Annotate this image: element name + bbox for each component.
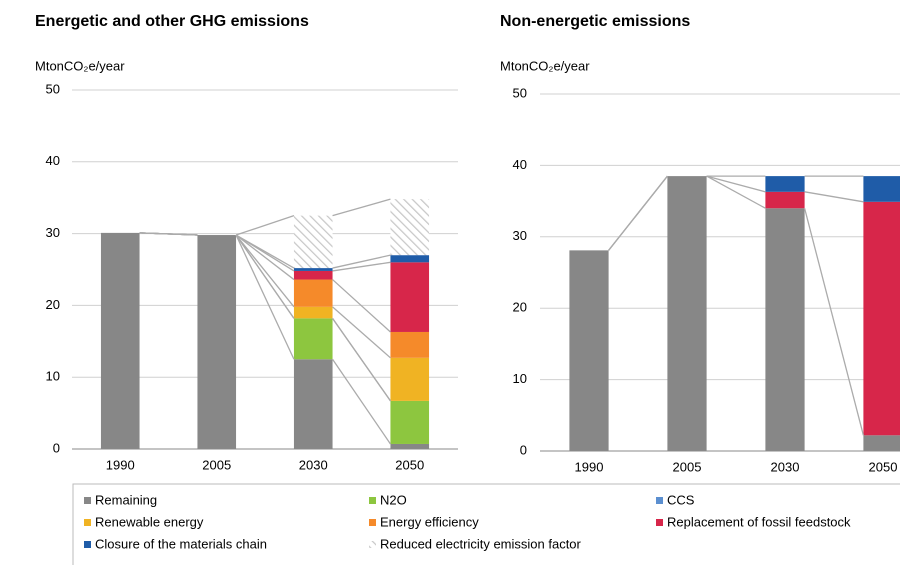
legend-label: Replacement of fossil feedstock [667, 514, 851, 529]
connector [608, 175, 668, 251]
legend-label: N2O [380, 492, 407, 507]
y-tick-label: 0 [520, 442, 527, 457]
legend-label: Renewable energy [95, 514, 204, 529]
y-tick-label: 50 [46, 81, 60, 96]
bar-segment: Closure of the materials chain [293, 268, 333, 271]
legend-swatch [369, 497, 376, 504]
bar-segment: Remaining [293, 359, 333, 449]
connector [706, 175, 766, 209]
connector [235, 234, 295, 308]
chart-title: Energetic and other GHG emissions [35, 13, 309, 30]
bar-segment: Remaining [390, 443, 430, 449]
x-tick-label: 2005 [202, 457, 231, 472]
connector [332, 261, 391, 272]
legend-swatch [84, 519, 91, 526]
bar-segment: Reduced electricity emission factor [390, 199, 430, 256]
x-tick-label: 1990 [575, 459, 604, 474]
y-tick-label: 50 [513, 85, 527, 100]
connector [706, 175, 766, 193]
legend-label: Reduced electricity emission factor [380, 536, 582, 551]
connector [235, 215, 295, 236]
legend-label: CCS [667, 492, 695, 507]
y-tick-label: 40 [513, 157, 527, 172]
legend-label: Remaining [95, 492, 157, 507]
x-tick-label: 2050 [395, 457, 424, 472]
bar-segment: Remaining [569, 250, 609, 451]
connector [235, 234, 295, 319]
connector [235, 234, 295, 360]
x-tick-label: 2030 [299, 457, 328, 472]
x-tick-label: 2030 [771, 459, 800, 474]
y-axis-label: MtonCO₂e/year [500, 58, 590, 73]
bar-segment: Energy efficiency [390, 331, 430, 358]
legend-label: Energy efficiency [380, 514, 479, 529]
legend-swatch [369, 519, 376, 526]
bar-segment: Energy efficiency [293, 279, 333, 307]
connector [332, 306, 391, 359]
y-axis-label: MtonCO₂e/year [35, 58, 125, 73]
x-tick-label: 2005 [673, 459, 702, 474]
y-tick-label: 10 [46, 369, 60, 384]
x-tick-label: 1990 [106, 457, 135, 472]
bar-segment: Remaining [667, 176, 707, 452]
legend-label: Closure of the materials chain [95, 536, 267, 551]
bar-segment: Replacement of fossil feedstock [863, 201, 900, 436]
bar-segment: Renewable energy [293, 306, 333, 319]
y-tick-label: 10 [513, 371, 527, 386]
bar-segment: Reduced electricity emission factor [293, 215, 333, 269]
bar-segment: Replacement of fossil feedstock [390, 262, 430, 332]
bar-segment: Closure of the materials chain [863, 176, 900, 202]
legend-swatch [84, 497, 91, 504]
bar-segment: Remaining [765, 208, 805, 451]
y-tick-label: 0 [53, 440, 60, 455]
connector [332, 317, 391, 402]
connector [332, 358, 391, 445]
connector [139, 232, 198, 236]
bar-segment: Closure of the materials chain [765, 176, 805, 192]
bar-segment: Renewable energy [390, 357, 430, 401]
connector [803, 208, 865, 436]
legend-swatch [369, 541, 376, 548]
bar-segment: Replacement of fossil feedstock [765, 191, 805, 209]
legend-box [72, 483, 900, 565]
y-tick-label: 30 [46, 225, 60, 240]
chart-title: Non-energetic emissions [500, 13, 690, 30]
y-tick-label: 40 [46, 153, 60, 168]
legend-swatch [84, 541, 91, 548]
y-tick-label: 20 [46, 297, 60, 312]
connector [332, 279, 391, 333]
connector [332, 198, 391, 217]
bar-segment: Remaining [100, 232, 140, 449]
x-tick-label: 2050 [869, 459, 898, 474]
bar-segment: N2O [390, 400, 430, 444]
bar-segment: Remaining [197, 235, 237, 449]
connector [332, 254, 391, 269]
bar-segment: Closure of the materials chain [390, 255, 430, 263]
bar-segment: N2O [293, 318, 333, 360]
legend-swatch [656, 519, 663, 526]
bar-segment: Replacement of fossil feedstock [293, 270, 333, 280]
bar-segment: Remaining [863, 435, 900, 451]
connector [235, 234, 295, 281]
connector [235, 234, 295, 269]
connector [804, 191, 864, 203]
y-tick-label: 20 [513, 300, 527, 315]
y-tick-label: 30 [513, 228, 527, 243]
legend-swatch [656, 497, 663, 504]
